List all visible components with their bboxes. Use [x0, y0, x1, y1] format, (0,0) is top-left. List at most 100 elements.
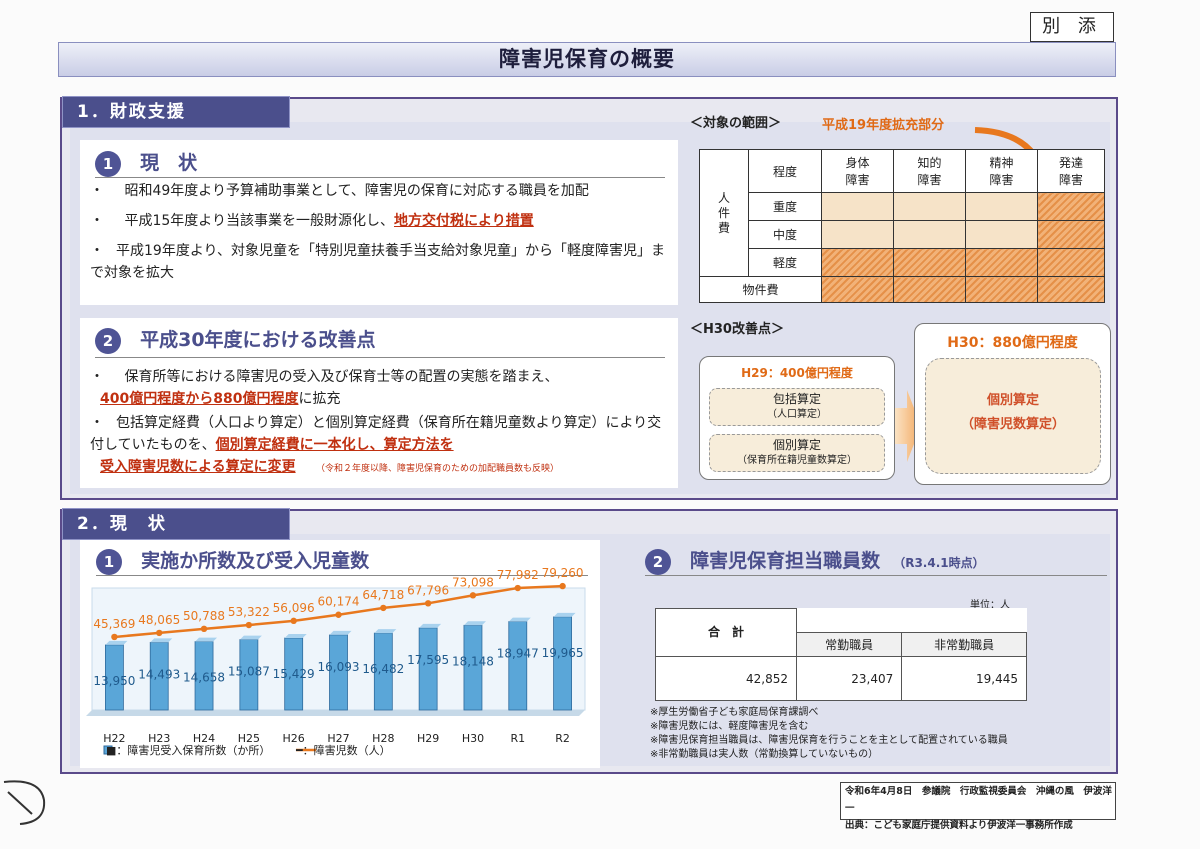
bar: [194, 641, 214, 711]
column-header: 精神 障害: [965, 149, 1038, 193]
x-tick-label: H30: [462, 732, 484, 745]
number-badge: 1: [96, 549, 122, 575]
header-total: 合 計: [655, 608, 797, 657]
current-status-heading: 1 現 状: [95, 148, 665, 177]
improvement-bullet-2: ・ 包括算定経費（人口より算定）と個別算定経費（保育所在籍児童数より算定）により…: [90, 412, 675, 480]
divider: [95, 357, 665, 358]
bar-top: [329, 630, 352, 635]
bullet-mark: ・: [90, 369, 104, 385]
bar-value-label: 16,482: [362, 662, 404, 676]
spacer: [797, 609, 902, 633]
scope-label: ＜対象の範囲＞: [690, 116, 782, 131]
bar-top: [195, 637, 218, 642]
line-point: [245, 621, 253, 629]
bullet-text: 昭和49年度より予算補助事業として、障害児の保育に対応する職員を加配: [124, 183, 589, 199]
lump-sum-label: 包括算定: [772, 392, 821, 406]
h30-individual-box: 個別算定 （障害児数算定）: [925, 358, 1101, 474]
bar: [508, 621, 528, 711]
note-line: ※厚生労働省子ども家庭局保育課調べ: [650, 707, 819, 718]
scope-cell: [965, 192, 1038, 221]
line-value-label: 45,369: [93, 617, 135, 631]
scope-cell-expanded: [1037, 248, 1105, 277]
bullet-mark: ・: [90, 183, 104, 199]
improvement-box: [80, 318, 678, 488]
number-badge: 2: [645, 549, 671, 575]
legend-bar-swatch: [103, 745, 113, 755]
current-status-title: 現 状: [140, 152, 198, 174]
bar: [553, 616, 572, 711]
bullet-text: に拡充: [298, 391, 341, 407]
line-point: [335, 611, 342, 618]
bar-value-label: 15,087: [228, 665, 270, 679]
x-tick-label: H27: [327, 732, 349, 745]
h30-title: H30：880億円程度: [947, 335, 1078, 351]
column-header: 知的 障害: [893, 149, 966, 193]
transition-arrow-icon: [895, 390, 921, 462]
source-line-1: 令和6年4月8日 参議院 行政監視委員会 沖縄の風 伊波洋一: [845, 786, 1112, 814]
bar: [329, 634, 348, 711]
bullet-mark: ・: [90, 415, 104, 431]
highlight-text: 個別算定経費に一本化し、算定方法を: [215, 437, 454, 453]
x-tick-label: H22: [103, 732, 125, 745]
line-value-label: 48,065: [138, 613, 180, 627]
staff-title: 障害児保育担当職員数: [690, 550, 881, 572]
scope-cell-expanded: [893, 276, 966, 303]
chart-title: 実施か所数及び受入児童数: [141, 550, 370, 572]
scope-cell-expanded: [821, 248, 894, 277]
bar-top: [239, 635, 262, 640]
bar-top: [374, 629, 397, 634]
h30-individual-sub: （障害児数算定）: [960, 417, 1065, 432]
source-line-2: 出典：こども家庭庁提供資料より伊波洋一事務所作成: [845, 820, 1073, 831]
row-header: 重度: [748, 192, 822, 221]
line-point: [200, 625, 208, 633]
scope-cell: [821, 192, 894, 221]
header-nonregular: 非常勤職員: [901, 632, 1027, 657]
staff-notes: ※厚生労働省子ども家庭局保育課調べ ※障害児数には、軽度障害児を含む ※障害児保…: [650, 706, 1110, 762]
bullet-text: 包括算定経費（人口より算定）と個別算定経費（保育所在籍児童数より算定）により交付…: [90, 415, 662, 453]
highlight-text: 地方交付税により措置: [394, 213, 534, 229]
note-line: ※非常勤職員は実人数（常勤換算していないもの）: [650, 749, 879, 760]
scope-cell-expanded: [965, 248, 1038, 277]
bar-value-label: 16,093: [318, 660, 360, 674]
bar-top: [463, 621, 486, 626]
plot-floor: [86, 710, 585, 716]
divider: [96, 575, 588, 576]
bullet-mark: ・: [90, 243, 104, 259]
individual-sub: （保育所在籍児童数算定）: [737, 455, 857, 466]
scope-table: 人 件 費 程度 身体 障害 知的 障害 精神 障害 発達 障害 重度 中度 軽…: [699, 149, 1105, 303]
bar-top: [150, 638, 173, 643]
lump-sum-box: 包括算定 （人口算定）: [709, 388, 885, 426]
note-text: （令和２年度以降、障害児保育のための加配職員数も反映）: [316, 464, 560, 474]
header-regular: 常勤職員: [795, 632, 903, 657]
source-box: 令和6年4月8日 参議院 行政監視委員会 沖縄の風 伊波洋一 出典：こども家庭庁…: [840, 782, 1116, 831]
x-tick-label: H28: [372, 732, 394, 745]
legend-line-label: ━：障害児数（人）: [295, 743, 391, 757]
divider: [645, 575, 1107, 576]
x-tick-label: H25: [238, 732, 260, 745]
facility-children-chart: 13,950 H22 14,493 H23 14,658 H24 15,087 H25 15,4…: [86, 566, 586, 757]
improvement-bullet-1: ・ 保育所等における障害児の受入及び保育士等の配置の実態を踏まえ、 400億円程…: [90, 366, 675, 410]
divider: [95, 177, 665, 178]
row-group-label: 人 件 費: [699, 149, 749, 277]
line-point: [111, 633, 118, 641]
scope-cell: [965, 220, 1038, 249]
bar-value-label: 14,658: [183, 671, 225, 685]
line-value-label: 56,096: [273, 601, 315, 615]
number-badge: 2: [95, 328, 121, 354]
bar-top: [105, 640, 128, 645]
bullet-2: ・ 平成15年度より当該事業を一般財源化し、地方交付税により措置: [90, 210, 675, 232]
bar-value-label: 15,429: [273, 667, 315, 681]
bar-value-label: 18,947: [497, 647, 539, 661]
improvement-heading: 2 平成30年度における改善点: [95, 325, 665, 354]
line-value-label: 79,260: [542, 566, 584, 580]
bar: [418, 627, 438, 711]
number-badge: 1: [95, 151, 121, 177]
line-point: [514, 584, 521, 592]
bullet-text: 平成19年度より、対象児童を「特別児童扶養手当支給対象児童」から「軽度障害児」ま…: [90, 243, 665, 281]
scope-cell-expanded: [1037, 192, 1105, 221]
spacer: [902, 609, 1027, 633]
x-tick-label: H26: [283, 732, 305, 745]
note-line: ※障害児保育担当職員は、障害児保育を行うことを主として配置されている職員: [650, 735, 1008, 746]
bullet-1: ・ 昭和49年度より予算補助事業として、障害児の保育に対応する職員を加配: [90, 180, 675, 202]
section1-tab: 1．財政支援: [62, 96, 290, 128]
